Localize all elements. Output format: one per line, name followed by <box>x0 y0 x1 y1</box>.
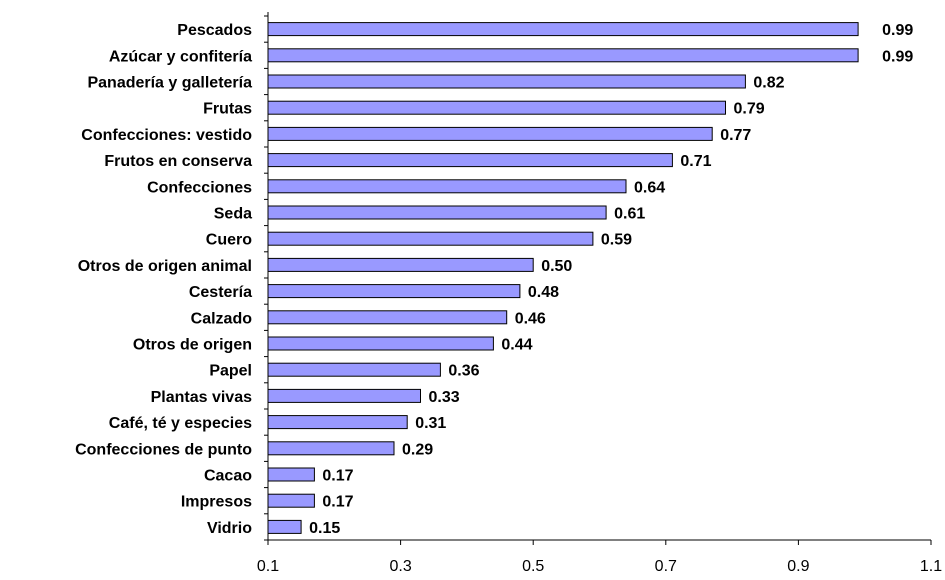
x-tick-label: 0.5 <box>522 558 544 575</box>
category-label: Papel <box>209 363 252 380</box>
value-label: 0.17 <box>322 494 353 511</box>
value-label: 0.46 <box>515 310 546 327</box>
category-label: Impresos <box>181 494 252 511</box>
category-label: Otros de origen animal <box>78 258 252 275</box>
value-label: 0.29 <box>402 441 433 458</box>
category-label: Pescados <box>177 22 252 39</box>
bar-16 <box>267 441 395 456</box>
value-label: 0.77 <box>720 127 751 144</box>
category-label: Calzado <box>191 310 253 327</box>
labels-layer: Pescados 0.99 Azúcar y confitería 0.99 Panad… <box>75 22 942 575</box>
value-label: 0.36 <box>448 363 479 380</box>
value-label: 0.99 <box>882 22 913 39</box>
bar-0 <box>267 22 859 37</box>
value-label: 0.15 <box>309 520 340 537</box>
category-label: Otros de origen <box>133 337 252 354</box>
x-tick-label: 0.3 <box>389 558 411 575</box>
category-label: Confecciones: vestido <box>81 127 252 144</box>
category-label: Cestería <box>189 284 252 301</box>
bar-10 <box>267 284 521 299</box>
bar-14 <box>267 388 421 403</box>
value-label: 0.82 <box>753 75 784 92</box>
bar-4 <box>267 126 713 141</box>
value-label: 0.48 <box>528 284 559 301</box>
category-label: Café, té y especies <box>109 415 252 432</box>
bar-13 <box>267 362 441 377</box>
category-label: Cuero <box>206 232 252 249</box>
bar-18 <box>267 493 315 508</box>
bar-6 <box>267 179 627 194</box>
bar-15 <box>267 415 408 430</box>
x-tick-label: 1.1 <box>920 558 942 575</box>
bar-7 <box>267 205 607 220</box>
category-label: Vidrio <box>207 520 252 537</box>
value-label: 0.44 <box>501 337 532 354</box>
value-label: 0.17 <box>322 468 353 485</box>
bars-layer <box>267 22 859 534</box>
bar-12 <box>267 336 494 351</box>
value-label: 0.61 <box>614 206 645 223</box>
category-label: Seda <box>214 206 252 223</box>
bar-17 <box>267 467 315 482</box>
x-tick-label: 0.1 <box>257 558 279 575</box>
value-label: 0.79 <box>734 101 765 118</box>
category-label: Azúcar y confitería <box>109 48 252 65</box>
category-label: Frutos en conserva <box>104 153 252 170</box>
x-tick-label: 0.7 <box>655 558 677 575</box>
value-label: 0.71 <box>680 153 711 170</box>
category-label: Plantas vivas <box>151 389 253 406</box>
value-label: 0.33 <box>429 389 460 406</box>
axis-layer <box>264 12 932 545</box>
category-label: Confecciones de punto <box>75 441 252 458</box>
bar-3 <box>267 100 726 115</box>
value-label: 0.64 <box>634 179 665 196</box>
bar-9 <box>267 257 534 272</box>
bar-2 <box>267 74 746 89</box>
bar-5 <box>267 153 673 168</box>
category-label: Confecciones <box>147 179 252 196</box>
category-label: Frutas <box>203 101 252 118</box>
bar-11 <box>267 310 508 325</box>
bar-1 <box>267 48 859 63</box>
bar-8 <box>267 231 594 246</box>
bar-19 <box>267 519 302 534</box>
category-label: Cacao <box>204 468 252 485</box>
value-label: 0.99 <box>882 48 913 65</box>
category-label: Panadería y galletería <box>87 75 252 92</box>
value-label: 0.59 <box>601 232 632 249</box>
value-label: 0.50 <box>541 258 572 275</box>
x-tick-label: 0.9 <box>787 558 809 575</box>
value-label: 0.31 <box>415 415 446 432</box>
